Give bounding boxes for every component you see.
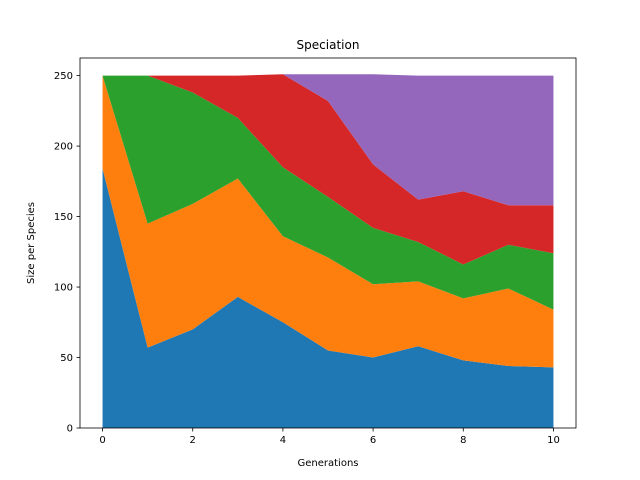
area-series-4 [102, 74, 554, 265]
y-axis: 0 50 100 150 200 250 [54, 71, 80, 435]
y-tick-label: 150 [54, 212, 73, 223]
x-tick-label: 8 [460, 435, 466, 446]
chart-title: Speciation [297, 38, 360, 52]
area-series-3 [102, 75, 554, 310]
x-axis-label: Generations [298, 458, 359, 469]
y-tick-label: 200 [54, 142, 73, 153]
x-tick-label: 2 [190, 435, 196, 446]
x-axis: 0 2 4 6 8 10 [99, 428, 560, 446]
stacked-areas [102, 74, 554, 428]
x-tick-label: 4 [280, 435, 286, 446]
y-tick-label: 100 [54, 283, 73, 294]
x-tick-label: 6 [370, 435, 376, 446]
y-tick-label: 0 [67, 424, 73, 435]
area-series-5 [102, 74, 554, 206]
y-tick-label: 50 [60, 353, 73, 364]
y-axis-label: Size per Species [26, 202, 37, 284]
x-tick-label: 10 [547, 435, 560, 446]
x-tick-label: 0 [99, 435, 105, 446]
plot-frame [79, 57, 577, 429]
y-tick-label: 250 [54, 71, 73, 82]
area-series-2 [102, 75, 554, 368]
area-series-1 [102, 168, 554, 428]
